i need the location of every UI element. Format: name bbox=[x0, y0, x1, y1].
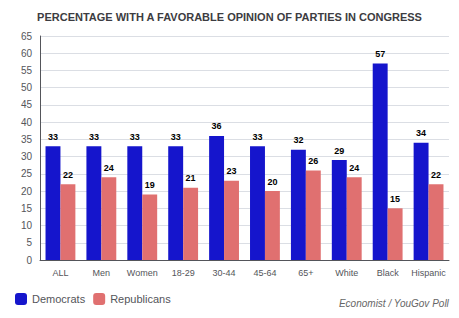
svg-text:34: 34 bbox=[416, 128, 426, 138]
svg-text:45-64: 45-64 bbox=[253, 268, 276, 278]
svg-text:0: 0 bbox=[26, 255, 32, 266]
svg-text:45: 45 bbox=[21, 99, 33, 110]
svg-text:Economist / YouGov Poll: Economist / YouGov Poll bbox=[339, 298, 450, 309]
svg-text:33: 33 bbox=[89, 132, 99, 142]
svg-text:Democrats: Democrats bbox=[32, 293, 86, 305]
svg-text:65+: 65+ bbox=[298, 268, 313, 278]
svg-text:30-44: 30-44 bbox=[213, 268, 236, 278]
svg-text:40: 40 bbox=[21, 117, 33, 128]
svg-text:65: 65 bbox=[21, 31, 33, 42]
svg-text:10: 10 bbox=[21, 220, 33, 231]
svg-text:22: 22 bbox=[431, 170, 441, 180]
svg-text:60: 60 bbox=[21, 48, 33, 59]
svg-text:33: 33 bbox=[171, 132, 181, 142]
svg-text:33: 33 bbox=[252, 132, 262, 142]
svg-text:33: 33 bbox=[130, 132, 140, 142]
svg-text:5: 5 bbox=[26, 237, 32, 248]
svg-text:19: 19 bbox=[145, 180, 155, 190]
svg-text:Black: Black bbox=[377, 268, 400, 278]
svg-text:57: 57 bbox=[375, 49, 385, 59]
svg-text:30: 30 bbox=[21, 151, 33, 162]
svg-text:Republicans: Republicans bbox=[110, 293, 171, 305]
svg-text:23: 23 bbox=[227, 166, 237, 176]
svg-text:32: 32 bbox=[293, 135, 303, 145]
svg-text:22: 22 bbox=[63, 170, 73, 180]
svg-text:15: 15 bbox=[21, 203, 33, 214]
svg-text:26: 26 bbox=[308, 156, 318, 166]
svg-text:20: 20 bbox=[21, 186, 33, 197]
svg-text:36: 36 bbox=[212, 121, 222, 131]
svg-text:35: 35 bbox=[21, 134, 33, 145]
svg-text:55: 55 bbox=[21, 65, 33, 76]
svg-text:25: 25 bbox=[21, 168, 33, 179]
svg-text:ALL: ALL bbox=[52, 268, 68, 278]
svg-text:15: 15 bbox=[390, 194, 400, 204]
svg-text:20: 20 bbox=[267, 177, 277, 187]
svg-text:Women: Women bbox=[127, 268, 158, 278]
svg-text:Men: Men bbox=[93, 268, 111, 278]
svg-text:21: 21 bbox=[186, 173, 196, 183]
svg-text:24: 24 bbox=[349, 163, 359, 173]
svg-text:White: White bbox=[335, 268, 358, 278]
svg-text:PERCENTAGE WITH A FAVORABLE OP: PERCENTAGE WITH A FAVORABLE OPINION OF P… bbox=[37, 11, 422, 23]
svg-text:24: 24 bbox=[104, 163, 114, 173]
svg-text:Hispanic: Hispanic bbox=[411, 268, 446, 278]
svg-text:29: 29 bbox=[334, 146, 344, 156]
svg-text:33: 33 bbox=[48, 132, 58, 142]
svg-text:18-29: 18-29 bbox=[172, 268, 195, 278]
svg-text:50: 50 bbox=[21, 82, 33, 93]
